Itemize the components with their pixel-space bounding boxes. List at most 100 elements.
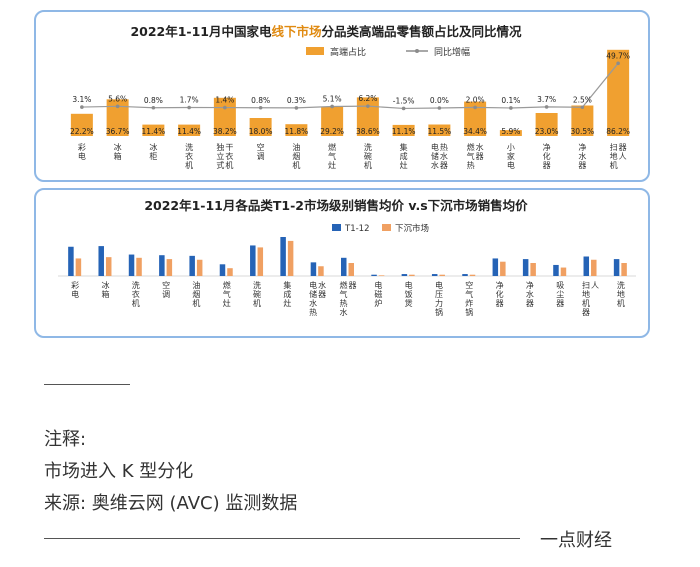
lower-tier-bar — [105, 257, 112, 276]
chart-panel-top: 2022年1-11月中国家电线下市场分品类高端品零售额占比及同比情况 高端占比 … — [34, 10, 650, 182]
category-label: 彩电 — [78, 142, 86, 161]
t1-bar — [341, 257, 347, 276]
t1-bar — [280, 237, 286, 276]
growth-data-label: 2.5% — [573, 95, 592, 104]
category-label: 油烟机 — [192, 280, 200, 308]
t1-bar — [128, 254, 135, 276]
category-label: 洗碗机 — [364, 142, 372, 170]
notes-rule — [44, 384, 130, 385]
chart-panel-bottom: 2022年1-11月各品类T1-2市场级别销售均价 v.s下沉市场销售均价 T1… — [34, 188, 650, 338]
t1-bar — [613, 259, 620, 276]
chart-bottom-title: 2022年1-11月各品类T1-2市场级别销售均价 v.s下沉市场销售均价 — [144, 198, 528, 213]
category-label: 洗地机 — [617, 280, 625, 308]
share-data-label: 11.1% — [392, 127, 416, 136]
category-label: 集成灶 — [283, 280, 291, 308]
lower-tier-bar — [196, 259, 203, 276]
share-data-label: 11.8% — [284, 127, 308, 136]
category-label: 冰箱 — [101, 280, 109, 299]
legend-label-share: 高端占比 — [330, 46, 366, 58]
t1-bar — [250, 245, 256, 276]
category-label: 冰柜 — [149, 142, 157, 161]
share-data-label: 38.6% — [356, 127, 380, 136]
category-label: 燃气热水器 — [467, 142, 484, 170]
growth-data-label: 2.0% — [466, 95, 485, 104]
legend-label-t1: T1-12 — [344, 224, 369, 234]
growth-data-label: 0.8% — [144, 96, 163, 105]
t1-bar — [68, 246, 74, 276]
growth-point — [115, 104, 120, 109]
chart-top-title: 2022年1-11月中国家电线下市场分品类高端品零售额占比及同比情况 — [130, 24, 522, 39]
lower-tier-bar — [257, 247, 264, 276]
growth-data-label: 0.1% — [501, 96, 520, 105]
lower-tier-bar — [348, 263, 354, 276]
footer-rule — [44, 538, 520, 539]
category-label: 燃气灶 — [328, 142, 336, 170]
growth-point — [258, 105, 263, 110]
t1-bar — [98, 246, 104, 276]
category-label: 彩电 — [71, 280, 79, 299]
legend-swatch-t1 — [332, 224, 341, 231]
premium-share-chart: 2022年1-11月中国家电线下市场分品类高端品零售额占比及同比情况 高端占比 … — [70, 24, 630, 170]
growth-point — [616, 61, 620, 66]
share-data-label: 38.2% — [213, 127, 237, 136]
growth-point — [437, 106, 442, 110]
growth-data-label: 3.1% — [72, 95, 91, 104]
lower-tier-bar — [287, 240, 294, 276]
legend-marker-growth — [415, 49, 419, 53]
t1-bar — [401, 274, 408, 276]
share-data-label: 11.4% — [177, 127, 201, 136]
growth-point — [366, 104, 370, 108]
category-label: 净水器 — [578, 142, 586, 170]
t1-bar — [492, 258, 499, 276]
t1-bar — [310, 262, 317, 276]
share-data-label: 30.5% — [570, 127, 594, 136]
category-label: 空气炸锅 — [465, 280, 473, 317]
category-label: 燃气热水器 — [340, 280, 357, 317]
category-label: 扫地机器人 — [610, 142, 627, 170]
growth-point — [473, 105, 477, 110]
share-data-label: 36.7% — [106, 127, 130, 136]
share-bar — [178, 124, 201, 136]
t1-bar — [219, 264, 226, 276]
share-data-label: 22.2% — [70, 127, 94, 136]
lower-tier-bar — [621, 263, 627, 276]
legend-label-lower: 下沉市场 — [395, 223, 429, 234]
growth-point — [80, 105, 84, 109]
t1-bar — [583, 256, 590, 276]
growth-data-label: 1.4% — [215, 96, 234, 105]
share-bar — [464, 101, 487, 136]
share-bar — [499, 130, 522, 136]
lower-tier-bar — [439, 274, 445, 276]
category-label: 电饭煲 — [405, 280, 413, 308]
notes-line: 市场进入 K 型分化 — [44, 461, 194, 482]
category-label: 油烟机 — [292, 142, 300, 170]
share-data-label: 34.4% — [463, 127, 487, 136]
growth-point — [509, 106, 513, 110]
category-label: 空调 — [257, 142, 265, 161]
notes-source: 来源: 奥维云网 (AVC) 监测数据 — [44, 493, 298, 514]
category-label: 空调 — [162, 280, 170, 299]
category-label: 电储水热水器 — [309, 280, 326, 317]
avg-price-chart: 2022年1-11月各品类T1-2市场级别销售均价 v.s下沉市场销售均价 T1… — [58, 198, 636, 317]
notes-heading: 注释: — [44, 429, 87, 450]
share-bar — [535, 113, 558, 136]
share-bar — [571, 105, 594, 136]
growth-data-label: 3.7% — [537, 95, 556, 104]
growth-point — [330, 104, 334, 109]
t1-bar — [159, 255, 165, 276]
growth-data-label: 5.1% — [323, 94, 342, 103]
growth-data-label: 5.6% — [108, 94, 127, 103]
category-label: 燃气灶 — [223, 280, 231, 308]
share-data-label: 23.0% — [535, 127, 559, 136]
t1-bar — [462, 274, 468, 276]
share-data-label: 11.5% — [427, 127, 451, 136]
category-label: 吸尘器 — [556, 281, 564, 308]
category-label: 扫地机器人 — [582, 280, 599, 317]
lower-tier-bar — [227, 268, 233, 276]
category-label: 电压力锅 — [435, 280, 443, 317]
growth-point — [151, 105, 156, 110]
lower-tier-bar — [591, 259, 597, 276]
share-bar — [321, 106, 344, 136]
category-label: 净水器 — [526, 280, 534, 308]
legend-label-growth: 同比增幅 — [434, 46, 470, 58]
